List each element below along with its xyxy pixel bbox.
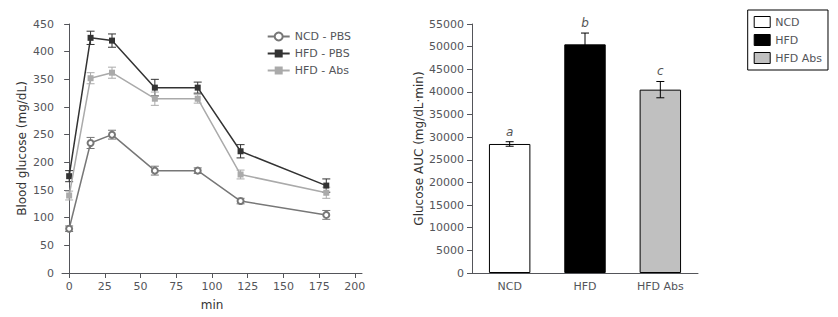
svg-text:HFD: HFD: [775, 34, 798, 47]
svg-text:HFD - Abs: HFD - Abs: [295, 64, 350, 77]
svg-text:c: c: [657, 64, 664, 78]
svg-text:35000: 35000: [429, 108, 464, 121]
svg-text:450: 450: [33, 18, 54, 31]
svg-text:a: a: [506, 125, 513, 139]
svg-text:150: 150: [33, 184, 54, 197]
svg-text:200: 200: [344, 280, 365, 293]
svg-text:HFD Abs: HFD Abs: [637, 280, 684, 293]
svg-text:15000: 15000: [429, 199, 464, 212]
svg-text:45000: 45000: [429, 63, 464, 76]
svg-text:400: 400: [33, 45, 54, 58]
svg-text:30000: 30000: [429, 131, 464, 144]
svg-text:HFD Abs: HFD Abs: [775, 52, 822, 65]
svg-text:HFD - PBS: HFD - PBS: [295, 47, 350, 60]
svg-text:150: 150: [273, 280, 294, 293]
svg-text:200: 200: [33, 156, 54, 169]
svg-text:50: 50: [40, 239, 54, 252]
svg-text:Glucose AUC (mg/dL·min): Glucose AUC (mg/dL·min): [412, 71, 426, 225]
svg-text:350: 350: [33, 73, 54, 86]
svg-text:NCD - PBS: NCD - PBS: [295, 30, 351, 43]
svg-text:100: 100: [33, 211, 54, 224]
svg-text:0: 0: [47, 267, 54, 280]
svg-text:b: b: [581, 16, 589, 30]
svg-text:0: 0: [457, 267, 464, 280]
svg-text:75: 75: [169, 280, 183, 293]
svg-text:5000: 5000: [436, 244, 464, 257]
svg-text:0: 0: [66, 280, 73, 293]
svg-text:NCD: NCD: [775, 16, 799, 29]
svg-text:55000: 55000: [429, 18, 464, 31]
svg-text:Blood glucose (mg/dL): Blood glucose (mg/dL): [15, 81, 29, 216]
svg-text:HFD: HFD: [573, 280, 596, 293]
svg-text:250: 250: [33, 128, 54, 141]
svg-text:NCD: NCD: [497, 280, 521, 293]
svg-text:20000: 20000: [429, 176, 464, 189]
svg-text:min: min: [201, 298, 224, 312]
svg-text:100: 100: [202, 280, 223, 293]
svg-text:10000: 10000: [429, 221, 464, 234]
svg-text:50: 50: [134, 280, 148, 293]
svg-text:40000: 40000: [429, 85, 464, 98]
svg-text:25: 25: [98, 280, 112, 293]
svg-text:25000: 25000: [429, 153, 464, 166]
svg-text:125: 125: [237, 280, 258, 293]
svg-text:175: 175: [309, 280, 330, 293]
svg-text:50000: 50000: [429, 40, 464, 53]
svg-text:300: 300: [33, 101, 54, 114]
